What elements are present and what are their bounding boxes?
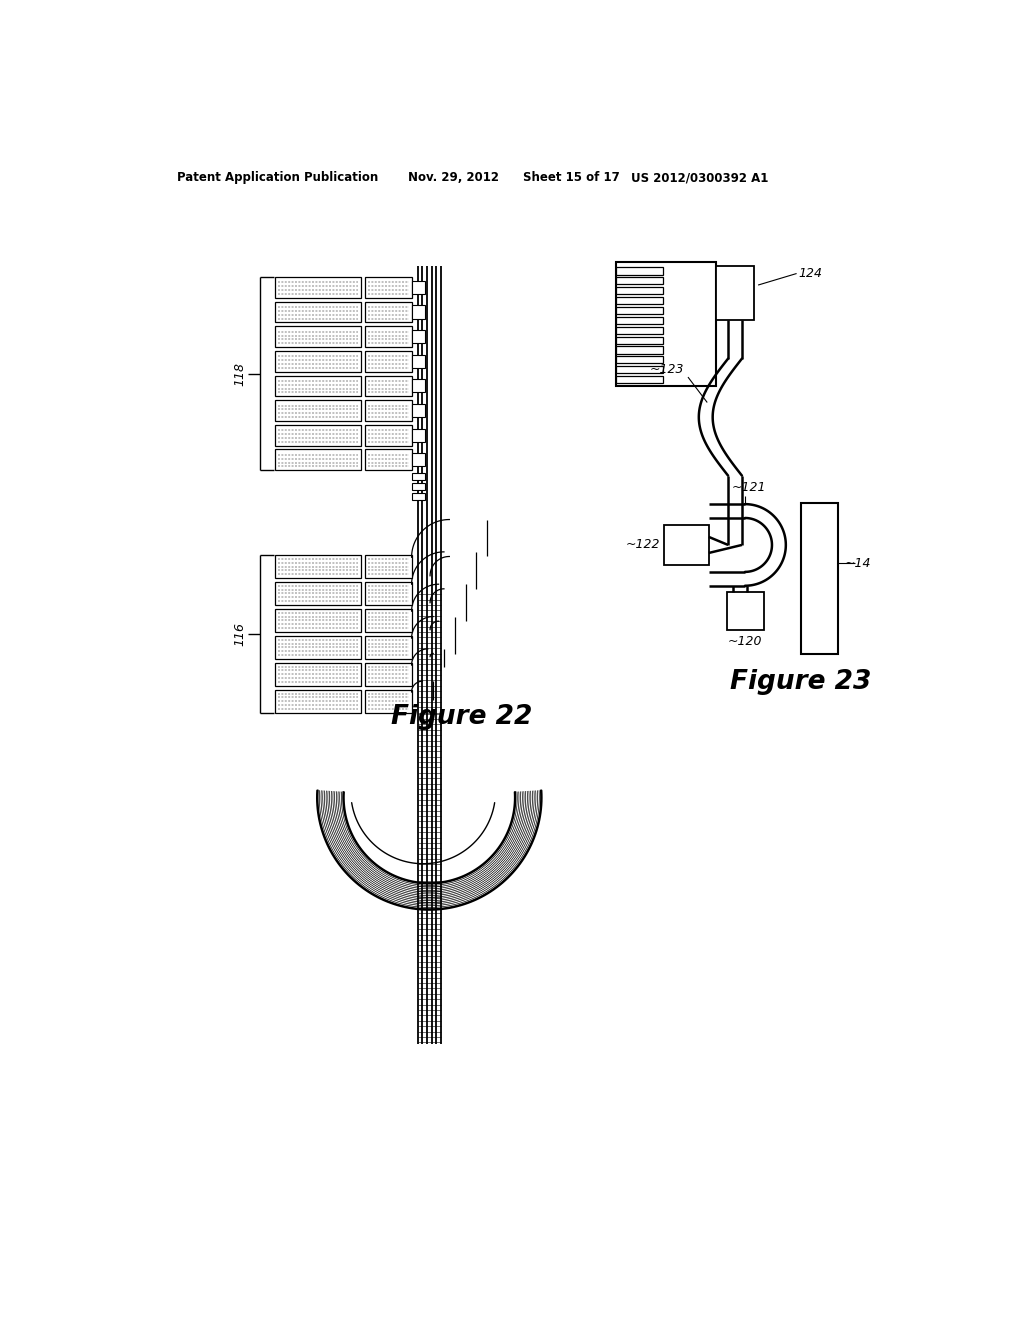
Bar bbox=[274, 376, 360, 396]
Bar bbox=[366, 400, 412, 421]
Bar bbox=[274, 449, 360, 470]
Bar bbox=[366, 302, 412, 322]
Bar bbox=[274, 689, 360, 713]
Bar bbox=[274, 400, 360, 421]
Bar bbox=[412, 355, 425, 368]
Bar bbox=[412, 453, 425, 466]
Bar bbox=[366, 326, 412, 347]
Bar bbox=[366, 425, 412, 446]
Bar bbox=[274, 636, 360, 659]
Bar bbox=[615, 337, 664, 343]
Bar bbox=[801, 503, 839, 653]
Bar bbox=[412, 429, 425, 442]
Bar bbox=[412, 474, 425, 480]
Text: ~121: ~121 bbox=[731, 480, 766, 494]
Bar bbox=[615, 297, 664, 304]
Text: Patent Application Publication: Patent Application Publication bbox=[177, 172, 378, 185]
Text: ~122: ~122 bbox=[626, 539, 660, 552]
Bar bbox=[366, 376, 412, 396]
Bar bbox=[274, 351, 360, 372]
Text: Sheet 15 of 17: Sheet 15 of 17 bbox=[523, 172, 620, 185]
Bar bbox=[412, 483, 425, 490]
Bar bbox=[274, 302, 360, 322]
Bar bbox=[274, 326, 360, 347]
Bar bbox=[615, 288, 664, 294]
Bar bbox=[274, 425, 360, 446]
Bar bbox=[274, 277, 360, 298]
Bar bbox=[615, 268, 664, 275]
Bar bbox=[274, 609, 360, 632]
Text: ~120: ~120 bbox=[728, 635, 762, 648]
Bar bbox=[366, 554, 412, 578]
Text: 124: 124 bbox=[798, 267, 822, 280]
Bar bbox=[665, 525, 709, 565]
Bar bbox=[366, 689, 412, 713]
Bar bbox=[615, 376, 664, 383]
Bar bbox=[412, 330, 425, 343]
Text: ~14: ~14 bbox=[845, 557, 870, 570]
Bar bbox=[274, 554, 360, 578]
Bar bbox=[274, 663, 360, 686]
Bar bbox=[412, 404, 425, 417]
Bar bbox=[366, 663, 412, 686]
Bar bbox=[727, 591, 764, 631]
Bar bbox=[615, 346, 664, 354]
Bar bbox=[412, 281, 425, 294]
Bar bbox=[366, 636, 412, 659]
Bar bbox=[412, 379, 425, 392]
Text: ~123: ~123 bbox=[649, 363, 684, 376]
Text: US 2012/0300392 A1: US 2012/0300392 A1 bbox=[631, 172, 768, 185]
Text: 118: 118 bbox=[233, 362, 246, 385]
Text: 116: 116 bbox=[233, 622, 246, 645]
Bar bbox=[716, 267, 755, 321]
Bar bbox=[615, 327, 664, 334]
Bar bbox=[366, 609, 412, 632]
Bar bbox=[366, 277, 412, 298]
Bar bbox=[615, 308, 664, 314]
Text: Nov. 29, 2012: Nov. 29, 2012 bbox=[408, 172, 499, 185]
Bar bbox=[412, 494, 425, 500]
Bar bbox=[366, 582, 412, 605]
Bar bbox=[615, 277, 664, 284]
Bar bbox=[366, 449, 412, 470]
Text: Figure 22: Figure 22 bbox=[391, 704, 532, 730]
Text: Figure 23: Figure 23 bbox=[730, 669, 871, 696]
Bar bbox=[615, 356, 664, 363]
Bar bbox=[615, 366, 664, 374]
Bar bbox=[366, 351, 412, 372]
Bar bbox=[615, 317, 664, 323]
Bar bbox=[412, 305, 425, 318]
Bar bbox=[615, 263, 716, 385]
Bar bbox=[274, 582, 360, 605]
